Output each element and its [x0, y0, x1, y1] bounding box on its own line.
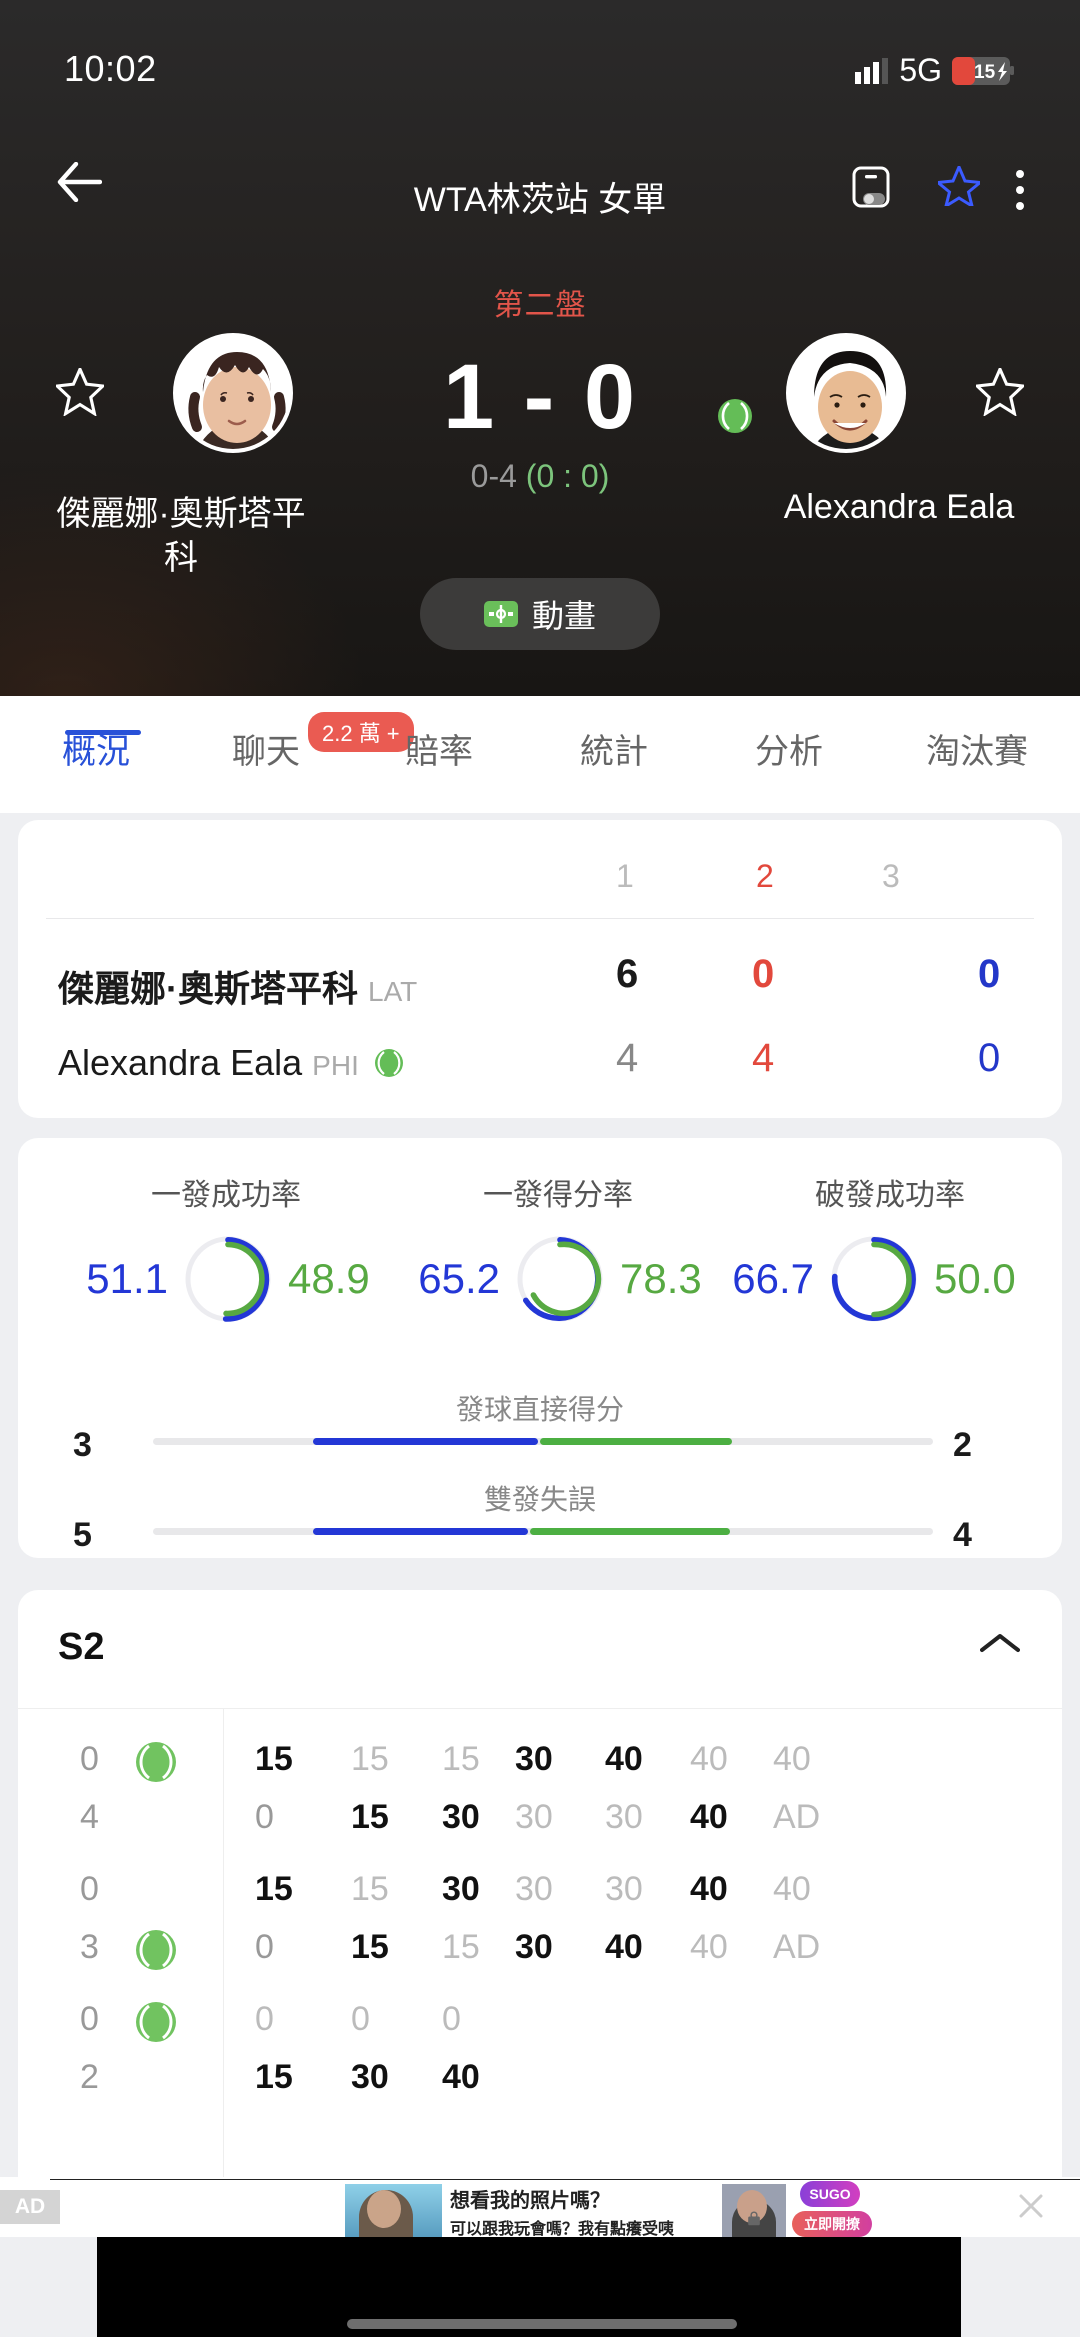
- svg-text:15: 15: [974, 62, 996, 83]
